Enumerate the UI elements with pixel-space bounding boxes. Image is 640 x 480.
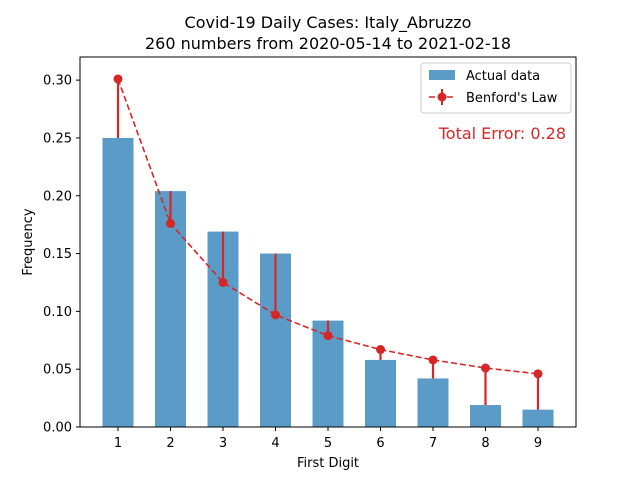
- y-tick-label: 0.30: [43, 74, 72, 89]
- bar-7: [417, 378, 449, 427]
- y-axis: 0.00 0.05 0.10 0.15 0.20 0.25 0.30: [43, 74, 80, 436]
- x-axis-label: First Digit: [297, 456, 359, 471]
- bar-6: [365, 359, 396, 427]
- y-tick-label: 0.15: [43, 247, 72, 262]
- legend-swatch-actual: [429, 70, 455, 80]
- benford-line: [117, 78, 539, 375]
- y-tick-label: 0.25: [43, 131, 72, 146]
- y-tick-label: 0.10: [43, 305, 72, 320]
- bar-8: [470, 405, 501, 427]
- x-tick-label: 8: [481, 436, 489, 451]
- x-tick-label: 6: [376, 436, 384, 451]
- legend-label-actual: Actual data: [466, 69, 540, 84]
- x-tick-label: 9: [534, 436, 542, 451]
- bar-1: [102, 137, 134, 427]
- x-tick-label: 3: [219, 436, 227, 451]
- chart-title: Covid-19 Daily Cases: Italy_Abruzzo: [185, 13, 472, 33]
- y-tick-label: 0.00: [43, 421, 72, 436]
- legend-label-benford: Benford's Law: [466, 91, 558, 106]
- benford-points: [113, 74, 543, 379]
- total-error-annotation: Total Error: 0.28: [438, 124, 566, 143]
- x-tick-label: 2: [166, 436, 174, 451]
- y-axis-label: Frequency: [21, 208, 36, 275]
- y-tick-label: 0.20: [43, 189, 72, 204]
- benford-point-5: [323, 331, 333, 341]
- benford-point-2: [166, 219, 175, 228]
- benford-point-7: [428, 355, 438, 365]
- legend-box: [420, 62, 572, 114]
- benford-point-8: [481, 363, 490, 373]
- x-axis: 1 2 3 4 5 6 7 8 9: [114, 427, 542, 451]
- benford-point-6: [376, 345, 385, 355]
- benford-point-4: [271, 310, 280, 320]
- benford-point-3: [218, 277, 228, 287]
- x-tick-label: 1: [114, 436, 122, 451]
- x-tick-label: 7: [429, 436, 437, 451]
- benford-point-1: [113, 74, 123, 84]
- benford-point-9: [533, 369, 543, 379]
- y-tick-label: 0.05: [43, 363, 72, 378]
- chart-subtitle: 260 numbers from 2020-05-14 to 2021-02-1…: [145, 34, 511, 53]
- bar-9: [522, 409, 554, 427]
- legend: Actual data Benford's Law: [420, 62, 572, 114]
- x-tick-label: 4: [271, 436, 279, 451]
- bar-2: [155, 191, 186, 427]
- x-tick-label: 5: [324, 436, 332, 451]
